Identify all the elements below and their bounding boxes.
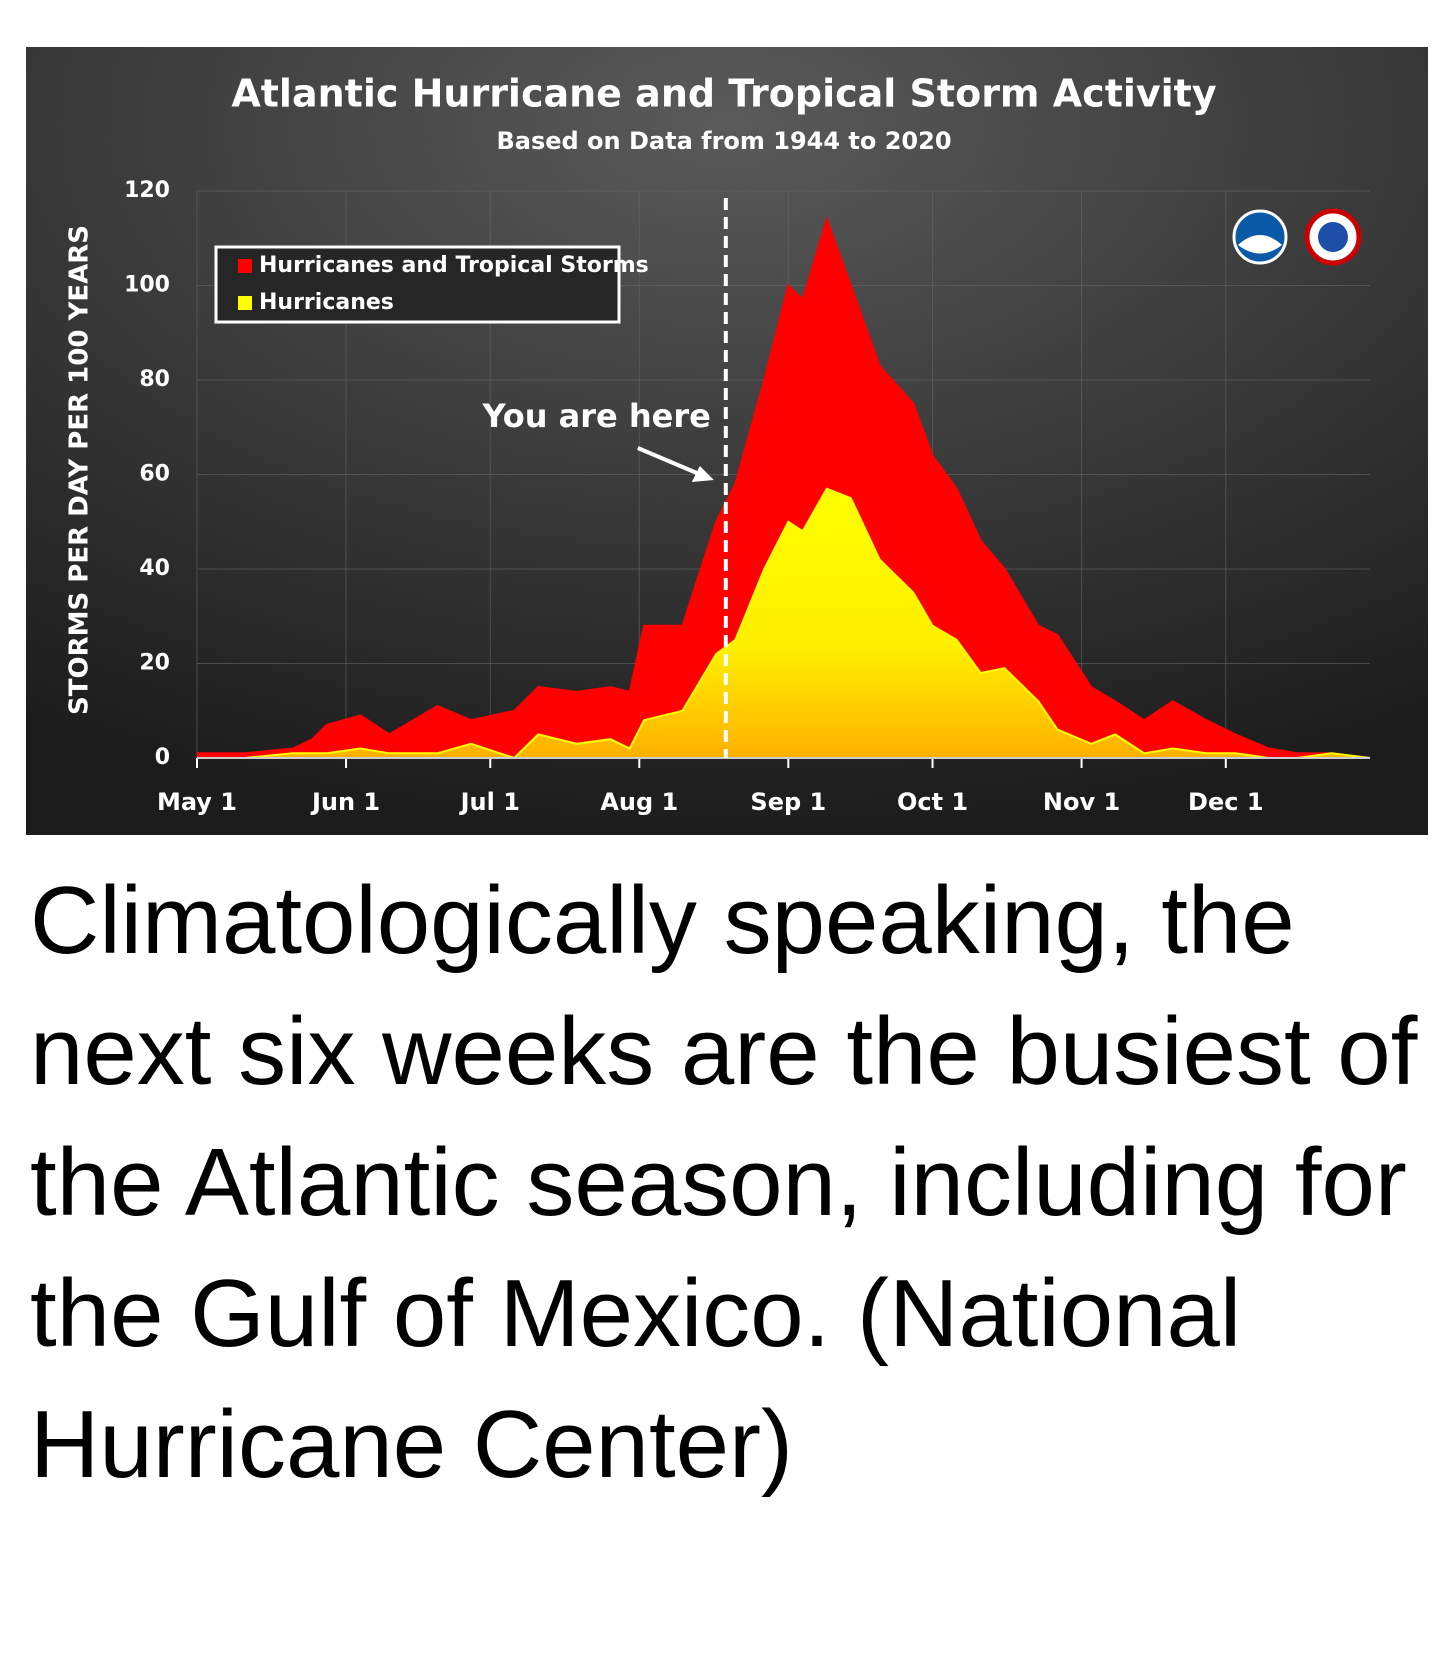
y-tick-label: 60 [139, 462, 170, 487]
y-tick-label: 20 [139, 651, 170, 676]
legend-swatch [238, 296, 252, 310]
chart-subtitle: Based on Data from 1944 to 2020 [496, 127, 951, 155]
area-fill [197, 219, 1370, 758]
legend-label: Hurricanes [259, 290, 394, 315]
chart: Atlantic Hurricane and Tropical Storm Ac… [26, 47, 1428, 835]
chart-title: Atlantic Hurricane and Tropical Storm Ac… [231, 72, 1216, 116]
y-tick-label: 100 [124, 273, 170, 298]
y-tick-label: 80 [139, 367, 170, 392]
y-tick-label: 40 [139, 556, 170, 581]
x-tick-label: Aug 1 [600, 788, 678, 816]
noaa-logo [1232, 209, 1288, 265]
x-tick-label: Nov 1 [1043, 788, 1120, 816]
x-tick-label: Dec 1 [1188, 788, 1263, 816]
y-tick-label: 0 [155, 745, 170, 770]
x-tick-label: Jul 1 [459, 788, 520, 816]
annotation-arrowhead [691, 466, 714, 482]
legend-label: Hurricanes and Tropical Storms [259, 253, 649, 278]
caption: Climatologically speaking, the next six … [30, 867, 1418, 1498]
area-fill [197, 488, 1370, 758]
legend-box [214, 245, 621, 324]
area-line [197, 216, 1371, 759]
annotation-arrow [637, 446, 705, 478]
y-tick-label: 120 [124, 178, 170, 203]
x-tick-label: May 1 [157, 788, 237, 816]
x-tick-label: Oct 1 [897, 788, 968, 816]
area-line [197, 487, 1371, 760]
annotation-text: You are here [481, 397, 710, 435]
legend: Hurricanes and Tropical Storms Hurricanes [214, 245, 649, 324]
x-tick-label: Sep 1 [750, 788, 826, 816]
nws-logo [1304, 208, 1362, 266]
y-axis-label: STORMS PER DAY PER 100 YEARS [65, 225, 95, 715]
x-tick-label: Jun 1 [310, 788, 380, 816]
legend-swatch [238, 259, 252, 273]
